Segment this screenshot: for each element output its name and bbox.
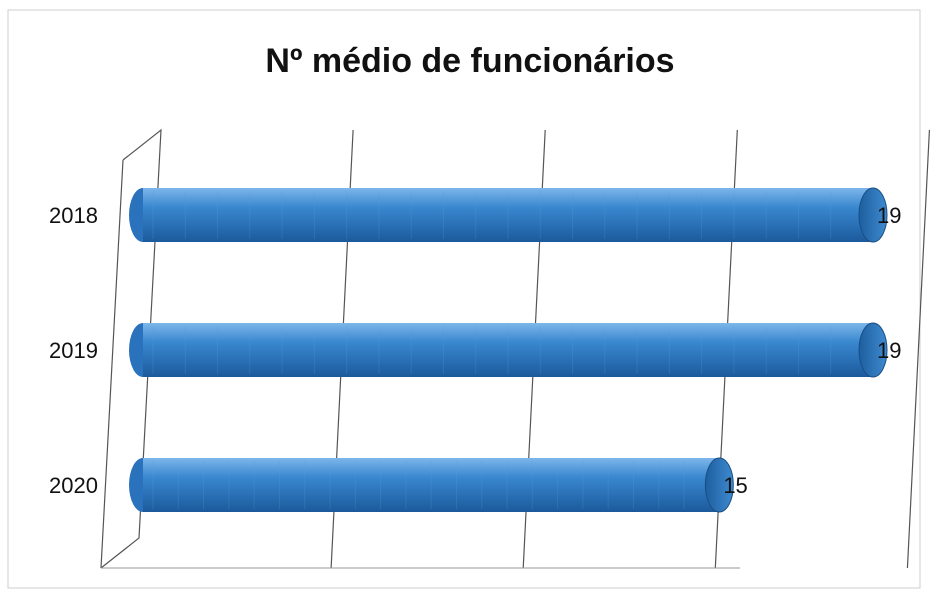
category-label: 2018 bbox=[49, 203, 98, 228]
bar bbox=[129, 187, 888, 243]
bar-body bbox=[143, 323, 873, 377]
bar-end-cap bbox=[858, 187, 888, 243]
bar-end-cap bbox=[704, 457, 734, 513]
chart-border bbox=[7, 9, 921, 589]
labels: 2018 19 2019 19 2020 15 bbox=[49, 203, 901, 498]
category-label: 2019 bbox=[49, 338, 98, 363]
bar bbox=[129, 457, 734, 513]
bar-body bbox=[143, 188, 873, 242]
bars bbox=[129, 187, 888, 513]
chart-title: Nº médio de funcionários bbox=[265, 42, 674, 80]
data-label: 15 bbox=[723, 473, 747, 498]
category-axis-line bbox=[100, 159, 124, 569]
gridline bbox=[906, 129, 930, 569]
bar-body bbox=[143, 458, 720, 512]
data-label: 19 bbox=[877, 338, 901, 363]
bar bbox=[129, 322, 888, 378]
bar-end-cap bbox=[858, 322, 888, 378]
data-label: 19 bbox=[877, 203, 901, 228]
category-label: 2020 bbox=[49, 473, 98, 498]
